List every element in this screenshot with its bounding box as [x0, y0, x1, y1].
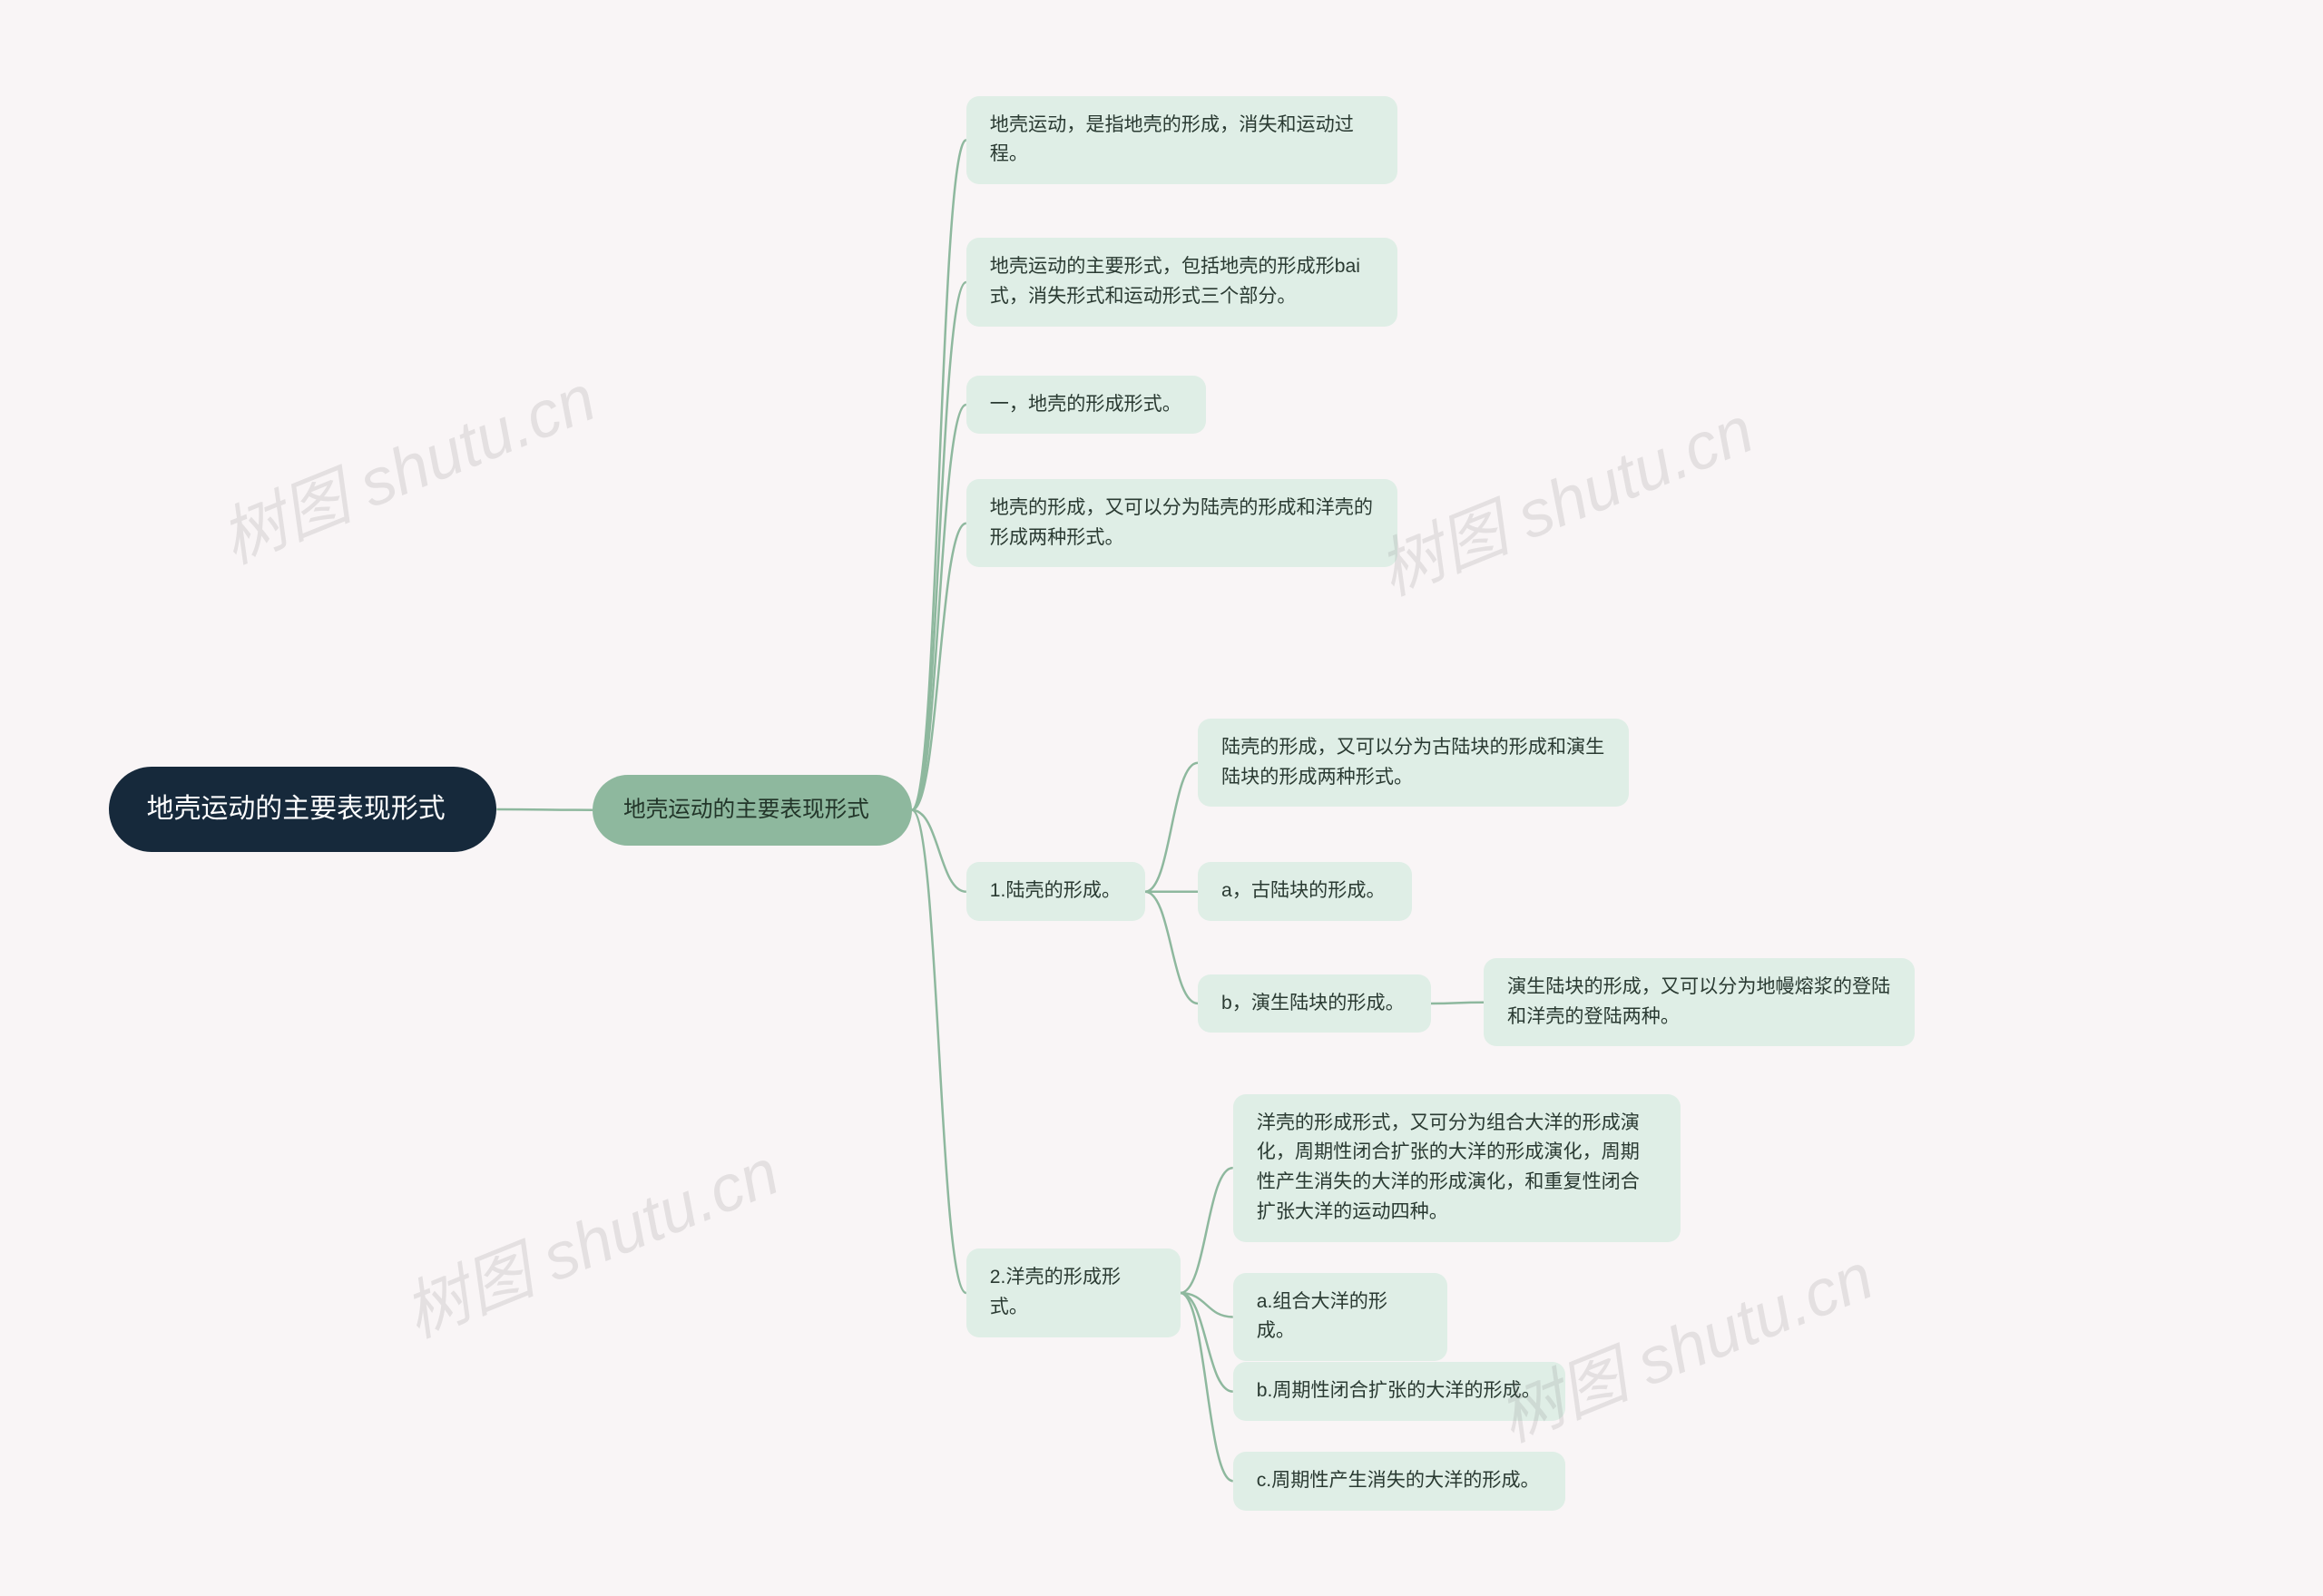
node-label: 一，地壳的形成形式。: [990, 394, 1181, 415]
node-label: 演生陆块的形成，又可以分为地幔熔浆的登陆和洋壳的登陆两种。: [1507, 976, 1890, 1027]
node-n1a[interactable]: 地壳运动，是指地壳的形成，消失和运动过程。: [966, 96, 1397, 184]
node-n1e1[interactable]: 陆壳的形成，又可以分为古陆块的形成和演生陆块的形成两种形式。: [1198, 719, 1629, 807]
node-root[interactable]: 地壳运动的主要表现形式: [109, 767, 497, 852]
watermark: 树图 shutu.cn: [1362, 377, 1765, 613]
node-n1e3a[interactable]: 演生陆块的形成，又可以分为地幔熔浆的登陆和洋壳的登陆两种。: [1484, 958, 1915, 1046]
node-label: a.组合大洋的形成。: [1257, 1291, 1387, 1342]
node-n1f1[interactable]: 洋壳的形成形式，又可分为组合大洋的形成演化，周期性闭合扩张的大洋的形成演化，周期…: [1233, 1094, 1681, 1242]
node-n1d[interactable]: 地壳的形成，又可以分为陆壳的形成和洋壳的形成两种形式。: [966, 479, 1397, 567]
edge: [912, 810, 966, 1293]
edge: [1431, 1003, 1484, 1004]
node-n1c[interactable]: 一，地壳的形成形式。: [966, 376, 1206, 435]
node-label: 陆壳的形成，又可以分为古陆块的形成和演生陆块的形成两种形式。: [1221, 737, 1604, 788]
node-n1[interactable]: 地壳运动的主要表现形式: [593, 775, 912, 846]
edge: [912, 810, 966, 892]
watermark: 树图 shutu.cn: [387, 1119, 790, 1356]
node-label: 地壳运动的主要表现形式: [147, 794, 446, 824]
node-n1e2[interactable]: a，古陆块的形成。: [1198, 862, 1412, 921]
edge: [1181, 1293, 1233, 1481]
node-label: 洋壳的形成形式，又可分为组合大洋的形成演化，周期性闭合扩张的大洋的形成演化，周期…: [1257, 1112, 1640, 1222]
node-label: b，演生陆块的形成。: [1221, 993, 1405, 1013]
edge: [1181, 1293, 1233, 1392]
edge: [1181, 1293, 1233, 1317]
edge: [496, 809, 593, 810]
node-label: 1.陆壳的形成。: [990, 880, 1121, 901]
node-n1e3[interactable]: b，演生陆块的形成。: [1198, 974, 1431, 1033]
node-label: 地壳的形成，又可以分为陆壳的形成和洋壳的形成两种形式。: [990, 497, 1373, 548]
node-label: 地壳运动的主要形式，包括地壳的形成形bai式，消失形式和运动形式三个部分。: [990, 256, 1360, 307]
watermark: 树图 shutu.cn: [1482, 1223, 1885, 1460]
watermark: 树图 shutu.cn: [204, 345, 607, 582]
edge: [912, 140, 966, 809]
node-n1e[interactable]: 1.陆壳的形成。: [966, 862, 1145, 921]
node-n1b[interactable]: 地壳运动的主要形式，包括地壳的形成形bai式，消失形式和运动形式三个部分。: [966, 238, 1397, 326]
edge: [912, 524, 966, 810]
edge: [1145, 892, 1198, 1004]
node-n1f4[interactable]: c.周期性产生消失的大洋的形成。: [1233, 1452, 1565, 1511]
edge: [912, 282, 966, 810]
node-label: c.周期性产生消失的大洋的形成。: [1257, 1470, 1540, 1491]
node-n1f2[interactable]: a.组合大洋的形成。: [1233, 1273, 1447, 1361]
edge: [1181, 1168, 1233, 1293]
node-label: 2.洋壳的形成形式。: [990, 1267, 1121, 1317]
node-label: 地壳运动，是指地壳的形成，消失和运动过程。: [990, 114, 1354, 165]
node-label: a，古陆块的形成。: [1221, 880, 1386, 901]
edge: [912, 405, 966, 810]
node-label: 地壳运动的主要表现形式: [623, 798, 869, 822]
node-n1f[interactable]: 2.洋壳的形成形式。: [966, 1248, 1181, 1337]
node-label: b.周期性闭合扩张的大洋的形成。: [1257, 1380, 1541, 1401]
node-n1f3[interactable]: b.周期性闭合扩张的大洋的形成。: [1233, 1362, 1565, 1421]
edge: [1145, 763, 1198, 892]
